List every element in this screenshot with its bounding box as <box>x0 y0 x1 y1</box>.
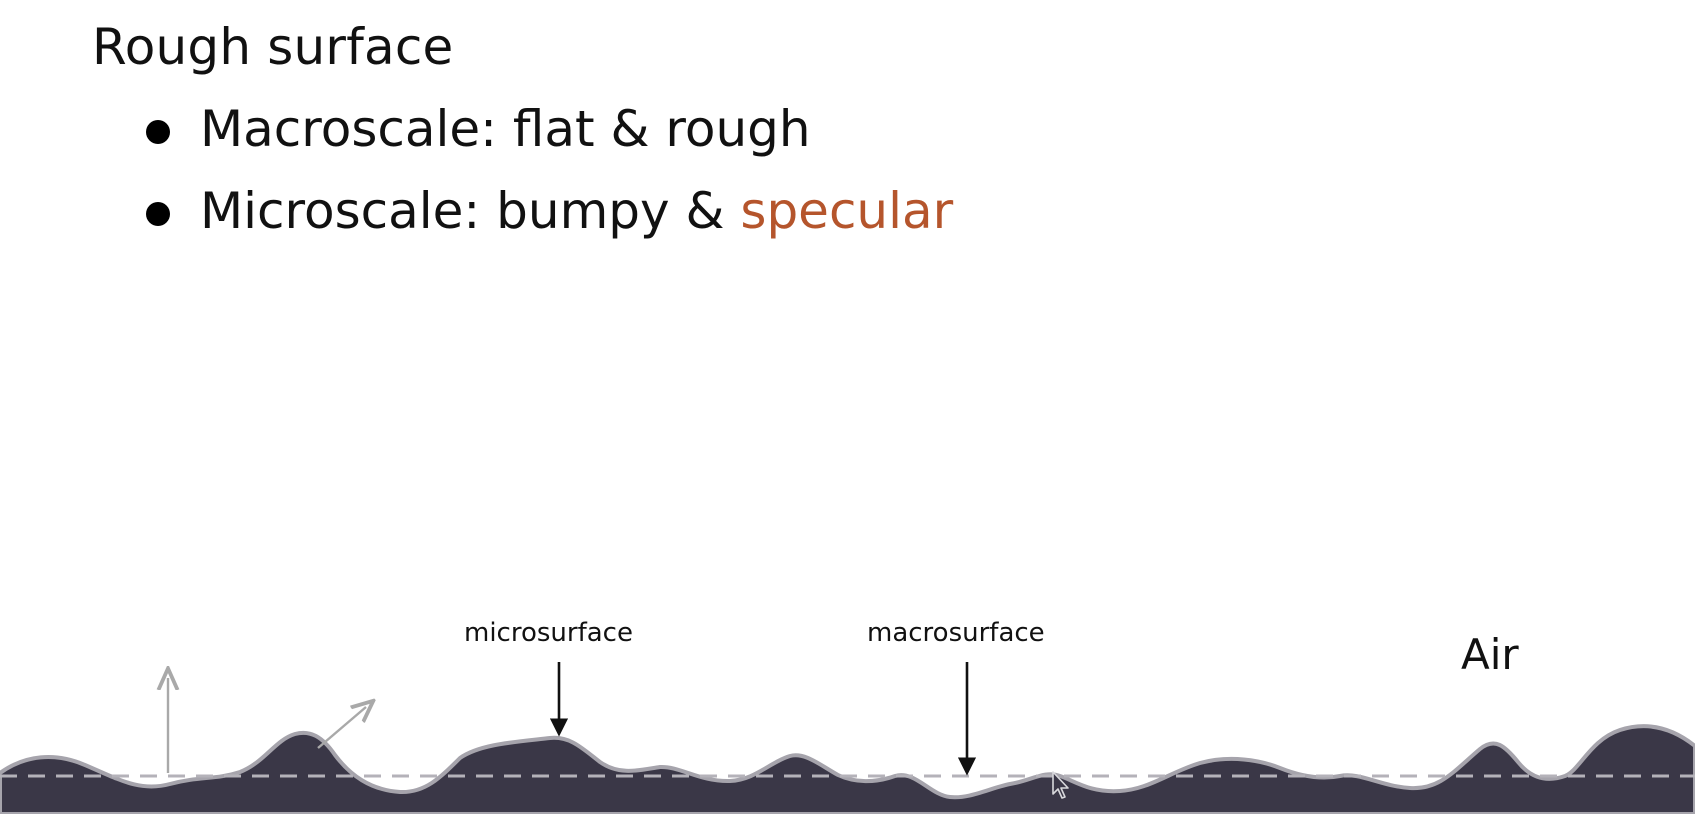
bullet-dot <box>146 202 170 226</box>
macrosurface-label: macrosurface <box>867 618 1045 648</box>
bullet-item-macroscale: Macroscale: flat & rough <box>146 98 953 180</box>
micro-normal-arrow <box>317 707 366 749</box>
microsurface-label: microsurface <box>464 618 633 648</box>
bullet-text: Microscale: bumpy & <box>200 182 741 240</box>
mouse-cursor-icon <box>1052 771 1069 799</box>
bullet-item-microscale: Microscale: bumpy & specular <box>146 180 953 262</box>
bullet-highlight-specular: specular <box>740 182 954 240</box>
material-body <box>0 724 1695 814</box>
bullet-list: Macroscale: flat & rough Microscale: bum… <box>146 98 953 262</box>
slide-title: Rough surface <box>92 18 454 76</box>
bullet-text: Macroscale: flat & rough <box>200 100 811 158</box>
bullet-dot <box>146 120 170 144</box>
air-label: Air <box>1461 630 1519 679</box>
